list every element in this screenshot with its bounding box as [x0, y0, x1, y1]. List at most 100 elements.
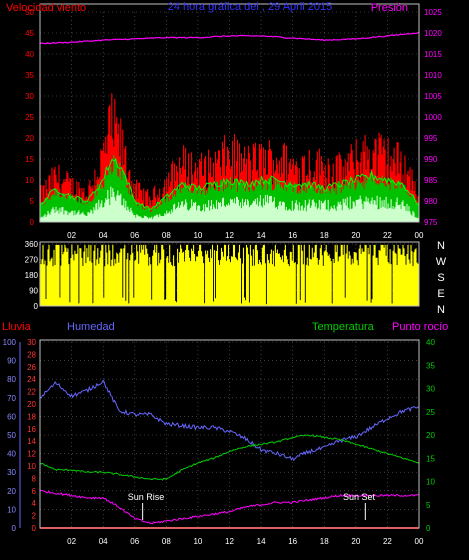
pressure-y-tick: 975: [424, 218, 438, 227]
lower-x-tick: 14: [257, 537, 266, 546]
temperature-y-tick: 20: [426, 431, 435, 440]
rain-y-tick: 14: [27, 437, 36, 446]
wind-x-tick: 10: [193, 231, 202, 240]
wind-y-tick: 20: [25, 134, 34, 143]
dewpoint-label: Punto rocío: [392, 321, 448, 333]
wind-y-tick: 30: [25, 92, 34, 101]
wind-y-tick: 10: [25, 176, 34, 185]
pressure-y-tick: 1010: [424, 71, 442, 80]
rain-y-tick: 28: [27, 350, 36, 359]
wind-x-tick: 14: [257, 231, 266, 240]
humidity-y-tick: 80: [7, 375, 16, 384]
lower-x-tick: 04: [99, 537, 108, 546]
wind-y-tick: 40: [25, 50, 34, 59]
pressure-line: [39, 31, 420, 45]
wind-x-tick: 18: [320, 231, 329, 240]
wind-x-tick: 08: [162, 231, 171, 240]
rain-y-tick: 12: [27, 450, 36, 459]
direction-y-tick: 180: [25, 271, 39, 280]
pressure-y-tick: 1015: [424, 50, 442, 59]
rain-y-tick: 6: [32, 487, 37, 496]
rain-y-tick: 8: [32, 474, 37, 483]
pressure-y-tick: 1005: [424, 92, 442, 101]
wind-panel-frame: [39, 3, 420, 223]
temperature-y-tick: 40: [426, 338, 435, 347]
wind-direction-bars: [39, 244, 419, 306]
compass-e: E: [437, 288, 444, 300]
wind-x-tick: 22: [383, 231, 392, 240]
rain-y-tick: 4: [32, 499, 37, 508]
temperature-y-tick: 5: [426, 501, 431, 510]
pressure-label: Presión: [371, 2, 408, 14]
temperature-y-tick: 15: [426, 454, 435, 463]
rain-label: Lluvia: [2, 321, 32, 333]
humidity-y-tick: 0: [12, 524, 17, 533]
graph-title: 24 hora gráfica del , 29 April 2015: [168, 1, 333, 13]
wind-x-tick: 04: [99, 231, 108, 240]
wind-y-tick: 50: [25, 8, 34, 17]
lower-x-tick: 18: [320, 537, 329, 546]
rain-y-tick: 22: [27, 388, 36, 397]
wind-x-tick: 00: [415, 231, 424, 240]
wind-y-tick: 35: [25, 71, 34, 80]
lower-x-tick: 22: [383, 537, 392, 546]
temperature-line: [39, 434, 420, 481]
lower-x-tick: 10: [193, 537, 202, 546]
wind-x-tick: 02: [67, 231, 76, 240]
humidity-y-tick: 50: [7, 431, 16, 440]
rain-y-tick: 24: [27, 375, 36, 384]
temperature-y-tick: 35: [426, 361, 435, 370]
direction-y-tick: 360: [25, 240, 39, 249]
rain-y-tick: 18: [27, 412, 36, 421]
pressure-y-tick: 1000: [424, 113, 442, 122]
compass-n-bottom: N: [437, 304, 445, 316]
wind-y-tick: 5: [30, 197, 35, 206]
rain-y-tick: 30: [27, 338, 36, 347]
wind-y-tick: 15: [25, 155, 34, 164]
wind-x-tick: 12: [225, 231, 234, 240]
humidity-line: [39, 379, 420, 462]
humidity-y-tick: 10: [7, 505, 16, 514]
lower-x-tick: 16: [288, 537, 297, 546]
pressure-y-tick: 990: [424, 155, 438, 164]
wind-speed-label: Velocidad viento: [6, 2, 86, 14]
lower-x-tick: 12: [225, 537, 234, 546]
humidity-y-tick: 90: [7, 357, 16, 366]
temperature-y-tick: 0: [426, 524, 431, 533]
wind-x-tick: 06: [130, 231, 139, 240]
pressure-y-tick: 995: [424, 134, 438, 143]
compass-n-top: N: [437, 240, 445, 252]
humidity-y-tick: 60: [7, 412, 16, 421]
temperature-y-tick: 10: [426, 478, 435, 487]
wind-average-line: [39, 158, 420, 211]
wind-y-tick: 25: [25, 113, 34, 122]
temperature-y-tick: 25: [426, 408, 435, 417]
sunrise-label: Sun Rise: [128, 492, 165, 502]
lower-x-tick: 06: [130, 537, 139, 546]
rain-y-tick: 2: [32, 512, 37, 521]
humidity-label: Humedad: [67, 321, 115, 333]
compass-s: S: [437, 272, 444, 284]
rain-y-tick: 20: [27, 400, 36, 409]
direction-y-tick: 270: [25, 256, 39, 265]
dewpoint-line: [39, 489, 420, 525]
rain-y-tick: 0: [32, 524, 37, 533]
sunset-label: Sun Set: [343, 492, 376, 502]
lower-panel-frame: [39, 339, 420, 529]
humidity-y-tick: 20: [7, 487, 16, 496]
lower-x-tick: 00: [415, 537, 424, 546]
pressure-y-tick: 985: [424, 176, 438, 185]
rain-y-tick: 10: [27, 462, 36, 471]
temperature-label: Temperatura: [312, 321, 375, 333]
pressure-y-tick: 1020: [424, 29, 442, 38]
rain-y-tick: 26: [27, 363, 36, 372]
pressure-y-tick: 980: [424, 197, 438, 206]
wind-x-tick: 16: [288, 231, 297, 240]
lower-x-tick: 20: [351, 537, 360, 546]
humidity-y-tick: 40: [7, 450, 16, 459]
compass-w: W: [436, 256, 447, 268]
direction-y-tick: 90: [29, 287, 38, 296]
humidity-y-tick: 30: [7, 468, 16, 477]
rain-y-tick: 16: [27, 425, 36, 434]
